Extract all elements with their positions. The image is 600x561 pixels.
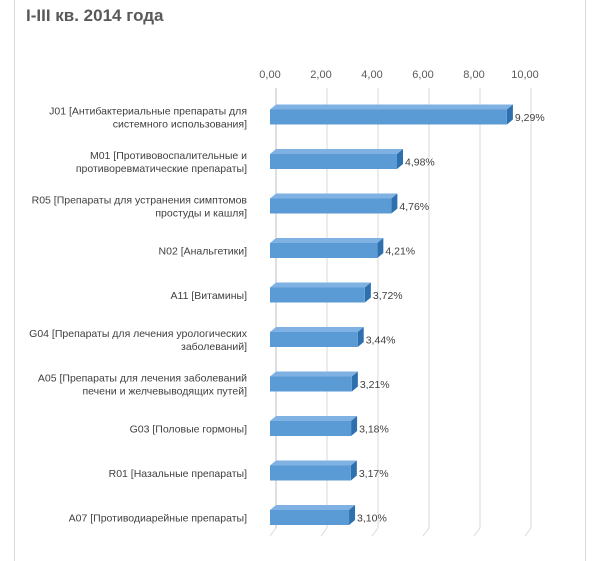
bar [270, 421, 352, 436]
bar-top [270, 327, 364, 332]
category-label: A11 [Витамины] [171, 290, 248, 302]
bar-top [270, 505, 356, 510]
gridline-floor [320, 527, 328, 537]
x-tick-label: 2,00 [310, 69, 331, 81]
bar-top [270, 416, 358, 421]
bar [270, 510, 350, 525]
category-label: M01 [Противовоспалительные и противоревма… [76, 150, 247, 175]
gridline-floor [473, 527, 481, 537]
category-label: G04 [Препараты для лечения урологических… [29, 328, 248, 353]
bar-side [351, 416, 358, 436]
bar-top [270, 104, 513, 110]
bar-top [270, 282, 371, 288]
data-label: 3,18% [359, 424, 389, 436]
bar-side [351, 371, 358, 392]
category-label: A07 [Противодиарейные препараты] [69, 513, 247, 525]
gridline-floor [422, 527, 430, 537]
data-label: 3,17% [359, 468, 389, 480]
x-tick-label: 6,00 [412, 69, 433, 81]
bar [270, 243, 378, 258]
category-label: J01 [Антибактериальные препараты для сист… [49, 106, 247, 131]
data-label: 3,72% [373, 290, 403, 302]
data-label: 4,98% [405, 157, 435, 169]
category-label: G03 [Половые гормоны] [130, 424, 247, 436]
bar-side [391, 193, 398, 214]
category-label: N02 [Анальгетики] [159, 246, 248, 258]
bar [270, 465, 351, 481]
data-label: 4,76% [399, 201, 429, 213]
bar-side [350, 460, 357, 481]
bar-side [377, 238, 384, 258]
x-tick-label: 8,00 [463, 69, 484, 81]
bar-side [357, 327, 364, 347]
category-label: R05 [Препараты для устранения симптомов п… [32, 195, 248, 220]
data-label: 4,21% [385, 246, 415, 258]
bar-top [270, 371, 358, 377]
gridline-floor [269, 527, 277, 537]
x-tick-label: 4,00 [361, 69, 382, 81]
bar-top [270, 460, 357, 466]
bar-side [396, 149, 403, 169]
bar-top [270, 238, 384, 243]
category-label: A05 [Препараты для лечения заболеваний пе… [38, 373, 247, 398]
bar [270, 154, 397, 169]
bar [270, 287, 365, 303]
gridline-floor [371, 527, 379, 537]
chart-title: I-III кв. 2014 года [26, 6, 164, 25]
bar [270, 109, 507, 125]
data-label: 3,10% [357, 513, 387, 525]
data-label: 9,29% [515, 112, 545, 124]
bar [270, 332, 358, 347]
bar-side [349, 505, 356, 525]
data-label: 3,21% [360, 379, 390, 391]
bar-top [270, 193, 398, 199]
category-label: R01 [Назальные препараты] [109, 468, 247, 480]
bar-top [270, 149, 403, 154]
x-tick-label: 10,00 [511, 69, 539, 81]
x-tick-label: 0,00 [259, 69, 280, 81]
data-label: 3,44% [366, 335, 396, 347]
bar [270, 376, 352, 392]
gridline-floor [524, 527, 532, 537]
bar-side [364, 282, 371, 303]
bar [270, 198, 392, 214]
bar-side [506, 104, 513, 125]
